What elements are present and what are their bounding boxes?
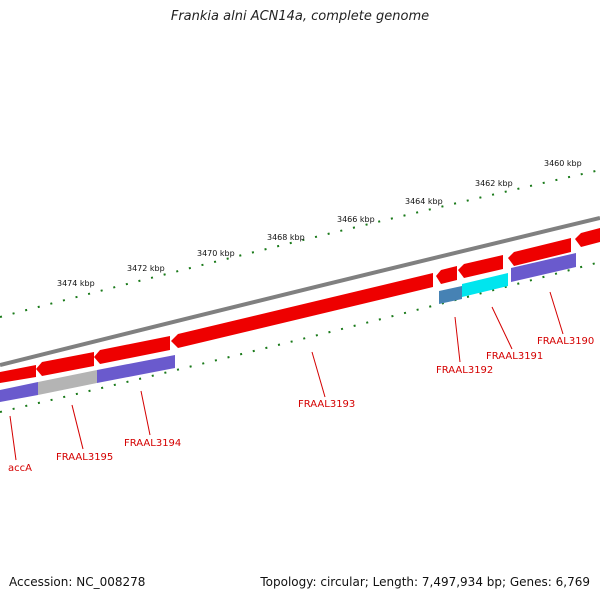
gene-arrow-fraal3195 (36, 352, 94, 376)
gene-label-fraal3192: FRAAL3192 (436, 365, 493, 376)
gene-arrow-accA-fragment (0, 365, 36, 383)
kbp-label: 3464 kbp (405, 197, 443, 206)
leader-line-fraal3192 (454, 316, 461, 363)
gene-label-fraal3193: FRAAL3193 (298, 399, 355, 410)
gene-arrow-fraal3191-fwd (458, 255, 503, 278)
kbp-label: 3470 kbp (197, 249, 235, 258)
gene-label-fraal3190: FRAAL3190 (537, 336, 594, 347)
genome-backbone (0, 216, 600, 367)
gene-label-fraal3191: FRAAL3191 (486, 351, 543, 362)
leader-line-fraal3195 (71, 404, 84, 450)
kbp-label: 3468 kbp (267, 233, 305, 242)
gene-arrow-fraal3193 (171, 273, 433, 348)
leader-lines (9, 291, 564, 461)
gene-arrow-fraal3194 (94, 336, 170, 364)
kbp-label: 3460 kbp (544, 159, 582, 168)
kbp-labels: 3474 kbp 3472 kbp 3470 kbp 3468 kbp 3466… (57, 159, 582, 288)
forward-genes (0, 228, 600, 383)
kbp-label: 3462 kbp (475, 179, 513, 188)
gene-block-fraal3191 (462, 273, 508, 297)
kbp-label: 3472 kbp (127, 264, 165, 273)
gene-label-fraal3194: FRAAL3194 (124, 438, 181, 449)
leader-line-fraal3191 (491, 306, 513, 350)
diagram-title: Frankia alni ACN14a, complete genome (170, 9, 430, 24)
outer-scale-ticks (0, 169, 600, 318)
gene-labels: accA FRAAL3195 FRAAL3194 FRAAL3193 FRAAL… (8, 336, 594, 474)
gene-arrow-edge (575, 228, 600, 247)
reverse-genes (0, 253, 576, 402)
leader-line-fraal3190 (549, 291, 564, 335)
gene-arrow-small (436, 266, 457, 284)
gene-block-fraal3192 (439, 286, 462, 304)
gene-block-accA (0, 382, 38, 402)
accession-text: Accession: NC_008278 (9, 575, 146, 589)
gene-arrow-fraal3190-fwd (508, 238, 571, 266)
genome-summary-text: Topology: circular; Length: 7,497,934 bp… (260, 575, 590, 589)
gene-block-fraal3190 (511, 253, 576, 282)
gene-label-fraal3195: FRAAL3195 (56, 452, 113, 463)
leader-line-fraal3194 (140, 390, 151, 436)
gene-block-fraal3194 (97, 355, 175, 383)
gene-label-acca: accA (8, 463, 32, 474)
leader-line-acca (9, 415, 17, 461)
kbp-label: 3474 kbp (57, 279, 95, 288)
leader-line-fraal3193 (311, 351, 326, 398)
gene-block-fraal3195 (38, 370, 97, 395)
kbp-label: 3466 kbp (337, 215, 375, 224)
